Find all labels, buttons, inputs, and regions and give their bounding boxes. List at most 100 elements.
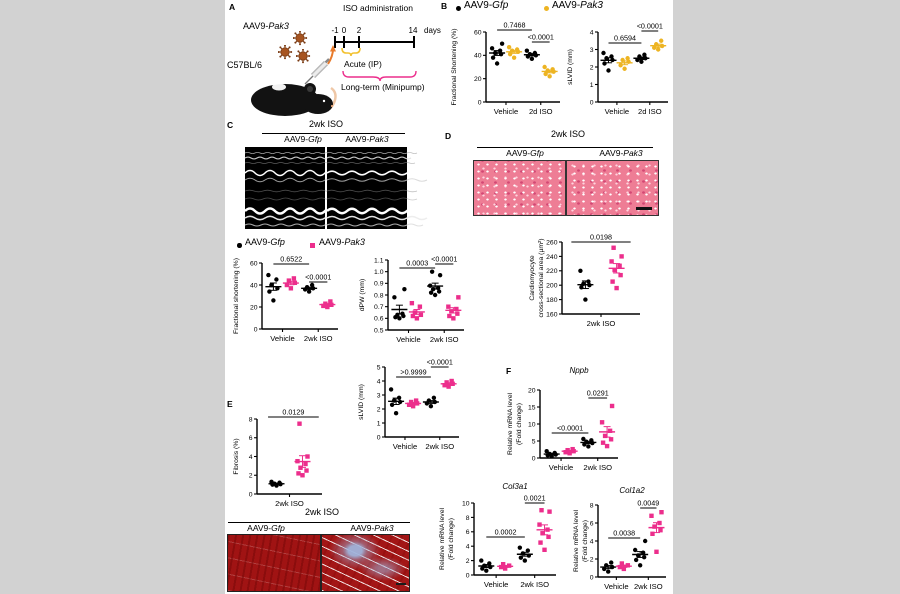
data-point [532, 50, 538, 56]
data-point [271, 298, 276, 303]
echocardiogram-image-pak3 [326, 147, 428, 229]
panel-a-label: A [229, 2, 236, 12]
svg-text:160: 160 [546, 311, 558, 318]
data-point [602, 433, 608, 439]
data-point [298, 465, 303, 470]
panel-d-gfp-label: AAV9-Gfp [506, 148, 544, 158]
data-point [621, 566, 627, 572]
data-point [435, 285, 441, 291]
panel-c-pak3-label: AAV9-Pak3 [345, 134, 389, 144]
data-point [482, 563, 487, 568]
svg-text:Vehicle: Vehicle [396, 335, 421, 344]
svg-text:Col3a1: Col3a1 [502, 482, 527, 491]
data-point [509, 48, 515, 53]
data-point [617, 263, 622, 268]
chart-col1a2: 0 2 4 6 8 Vehicle 2wk ISO Relative mRNA level (F… [570, 482, 672, 594]
svg-text:0: 0 [466, 572, 470, 579]
svg-text:3: 3 [377, 392, 381, 399]
svg-text:2: 2 [590, 556, 594, 563]
data-point [642, 538, 648, 544]
svg-text:240: 240 [546, 254, 558, 261]
svg-text:200: 200 [546, 283, 558, 290]
data-point [542, 64, 547, 70]
data-point [609, 259, 614, 264]
svg-text:40: 40 [250, 282, 258, 289]
data-point [410, 404, 416, 409]
data-point [606, 68, 611, 73]
svg-text:2: 2 [377, 406, 381, 413]
data-point [274, 277, 279, 282]
svg-text:20: 20 [474, 76, 482, 83]
data-point [654, 549, 659, 554]
data-point [436, 289, 442, 294]
panel-b-label: B [441, 1, 448, 11]
data-point [601, 50, 606, 56]
svg-text:6: 6 [249, 435, 253, 442]
svg-text:2wk ISO: 2wk ISO [520, 580, 549, 589]
svg-text:1: 1 [590, 82, 594, 89]
svg-text:1.1: 1.1 [374, 257, 384, 264]
svg-text:60: 60 [474, 29, 482, 36]
data-point [529, 56, 535, 62]
trichrome-gfp-label: AAV9-Gfp [247, 523, 285, 533]
data-point [604, 56, 609, 61]
svg-text:sLVID (mm): sLVID (mm) [358, 384, 365, 420]
data-point [641, 555, 647, 560]
data-point [527, 51, 533, 57]
svg-text:0.0291: 0.0291 [587, 389, 609, 398]
chart-fractional-shortening-2wk: 0 20 40 60 Vehicle 2wk ISO Fractional shorteni… [230, 247, 348, 353]
data-point [449, 309, 454, 314]
data-point [610, 279, 615, 284]
svg-text:2wk ISO: 2wk ISO [430, 335, 459, 344]
iso-administration-title: ISO administration [343, 3, 413, 13]
data-point [446, 304, 451, 309]
data-point [506, 563, 512, 568]
svg-text:0.0021: 0.0021 [524, 494, 546, 503]
data-point [304, 468, 309, 473]
svg-text:2wk ISO: 2wk ISO [634, 582, 663, 591]
data-point [437, 272, 443, 278]
svg-text:Fibrosis (%): Fibrosis (%) [233, 438, 240, 474]
longterm-bracket [342, 70, 417, 82]
svg-text:0: 0 [532, 455, 536, 462]
svg-text:0.0198: 0.0198 [590, 233, 612, 242]
data-point [389, 402, 395, 407]
study-design-illustration [251, 12, 417, 116]
data-point [492, 50, 498, 56]
data-point [286, 278, 292, 283]
svg-text:15: 15 [528, 404, 536, 411]
panel-c-label: C [227, 120, 234, 130]
data-point [500, 562, 506, 567]
data-point [612, 267, 617, 273]
data-point [429, 269, 435, 274]
data-point [498, 564, 504, 570]
svg-text:Fractional shortening (%): Fractional shortening (%) [233, 258, 240, 334]
longterm-label: Long-term (Minipump) [341, 82, 425, 92]
data-point [499, 41, 505, 46]
panel-d-label: D [445, 131, 452, 141]
trichrome-image-pak3 [321, 534, 410, 592]
svg-text:0.7468: 0.7468 [503, 21, 525, 30]
svg-text:<0.0001: <0.0001 [305, 273, 331, 282]
chart-nppb: 0 5 10 15 20 Vehicle 2wk ISO Relative mRNA leve… [504, 362, 628, 484]
data-point [277, 480, 282, 485]
data-point [587, 283, 592, 288]
data-point [635, 553, 641, 558]
legend-b-pak3: AAV9-Pak3 [552, 0, 603, 11]
svg-text:6: 6 [466, 529, 470, 536]
data-point [392, 295, 397, 300]
data-point [325, 304, 330, 310]
data-point [297, 421, 302, 426]
data-point [565, 447, 570, 453]
data-point [329, 302, 334, 307]
svg-text:Vehicle: Vehicle [549, 463, 574, 472]
svg-text:0.0002: 0.0002 [495, 528, 517, 537]
data-point [632, 547, 638, 553]
data-point [303, 461, 308, 467]
data-point [447, 313, 452, 319]
svg-text:sLVID (mm): sLVID (mm) [567, 49, 574, 85]
svg-text:0: 0 [254, 326, 258, 333]
panel-d-header-rule [477, 147, 653, 149]
svg-text:1: 1 [377, 420, 381, 427]
